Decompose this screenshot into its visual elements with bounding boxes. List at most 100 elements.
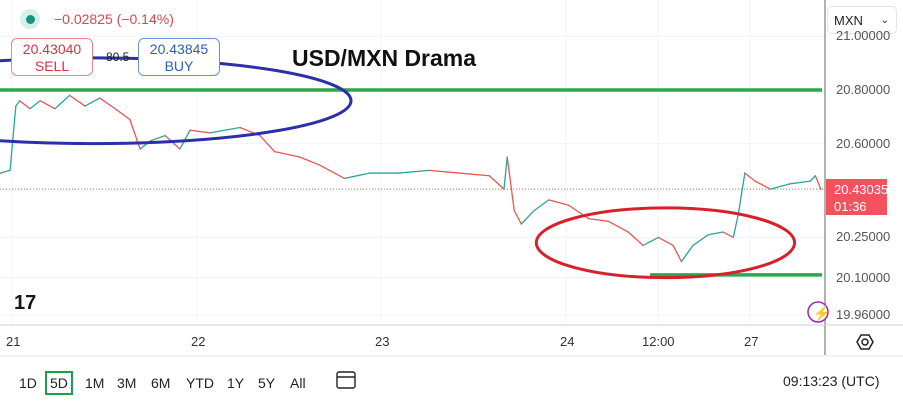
price-segment bbox=[84, 97, 101, 107]
price-point bbox=[9, 169, 11, 172]
price-point bbox=[567, 204, 570, 207]
price-segment bbox=[299, 156, 320, 166]
price-point bbox=[179, 148, 181, 150]
price-segment bbox=[732, 213, 740, 238]
price-point bbox=[29, 107, 31, 110]
price-point bbox=[239, 126, 241, 129]
current-price-label: 20.43035 01:36 bbox=[826, 179, 889, 215]
buy-button[interactable]: 20.43845 BUY bbox=[138, 38, 220, 76]
price-segment bbox=[506, 156, 515, 211]
spread: 80.5 bbox=[106, 50, 130, 64]
price-segment bbox=[809, 175, 816, 182]
price-segment bbox=[428, 169, 460, 174]
range-button-3m[interactable]: 3M bbox=[117, 375, 137, 391]
price-point bbox=[657, 236, 660, 239]
range-button-all[interactable]: All bbox=[290, 375, 306, 391]
price-point bbox=[520, 223, 523, 225]
range-button-ytd[interactable]: YTD bbox=[186, 375, 214, 391]
price-point bbox=[298, 156, 301, 158]
price-point bbox=[533, 209, 535, 212]
price-point bbox=[68, 94, 71, 97]
price-point bbox=[506, 156, 509, 158]
sell-button[interactable]: 20.43040 SELL bbox=[11, 38, 93, 76]
current-price: 20.43035 bbox=[834, 182, 889, 197]
x-tick-label: 27 bbox=[744, 334, 759, 349]
price-segment bbox=[520, 210, 535, 225]
price-point bbox=[513, 209, 516, 212]
range-button-5y[interactable]: 5Y bbox=[258, 375, 276, 391]
price-point bbox=[820, 188, 822, 190]
price-segment bbox=[722, 231, 734, 238]
price-segment bbox=[770, 183, 791, 190]
price-point bbox=[15, 105, 17, 107]
price-point bbox=[84, 105, 86, 107]
range-button-6m[interactable]: 6M bbox=[151, 375, 171, 391]
price-segment bbox=[150, 134, 166, 142]
price-point bbox=[164, 134, 166, 137]
price-segment bbox=[274, 151, 300, 158]
price-point bbox=[98, 97, 101, 99]
price-segment bbox=[344, 172, 370, 180]
price-point bbox=[627, 231, 630, 233]
chevron-down-icon: ⌄ bbox=[880, 15, 889, 26]
x-tick-label: 24 bbox=[560, 334, 575, 349]
price-point bbox=[754, 180, 756, 182]
price-point bbox=[318, 164, 321, 166]
price-point bbox=[54, 107, 56, 110]
price-segment bbox=[503, 156, 508, 190]
price-segment bbox=[398, 169, 430, 174]
red-ellipse-annotation bbox=[534, 206, 797, 280]
price-point bbox=[189, 129, 191, 131]
price-point bbox=[428, 169, 430, 172]
tradingview-logo: 17 bbox=[14, 292, 36, 314]
price-segment bbox=[69, 94, 86, 107]
price-segment bbox=[29, 100, 41, 110]
price-point bbox=[273, 150, 276, 153]
lightning-icon bbox=[807, 301, 829, 323]
price-segment bbox=[608, 220, 629, 233]
price-point bbox=[18, 99, 21, 102]
settings-icon bbox=[856, 334, 874, 350]
currency-value: MXN bbox=[834, 13, 863, 28]
buy-label: BUY bbox=[164, 58, 194, 74]
status-bar: −0.02825 (−0.14%) bbox=[20, 8, 174, 30]
price-segment bbox=[627, 231, 644, 246]
price-segment bbox=[642, 236, 659, 247]
price-change: −0.02825 (−0.14%) bbox=[54, 11, 174, 27]
range-button-1d[interactable]: 1D bbox=[19, 375, 37, 391]
settings-icon-center bbox=[861, 338, 869, 346]
range-button-5d[interactable]: 5D bbox=[45, 371, 73, 395]
price-segment bbox=[488, 175, 505, 190]
price-segment bbox=[588, 217, 609, 222]
price-segment bbox=[9, 106, 17, 171]
utc-clock[interactable]: 09:13:23 (UTC) bbox=[783, 373, 880, 389]
price-point bbox=[488, 174, 491, 177]
price-point bbox=[692, 244, 694, 247]
price-point bbox=[343, 177, 346, 180]
buy-price: 20.43845 bbox=[149, 41, 209, 57]
price-segment bbox=[459, 172, 490, 177]
price-segment bbox=[814, 175, 822, 190]
price-point bbox=[587, 217, 590, 220]
market-open-icon bbox=[20, 9, 40, 29]
x-tick-label: 12:00 bbox=[642, 334, 675, 349]
price-segment bbox=[658, 236, 674, 247]
currency-select[interactable]: MXN ⌄ bbox=[827, 6, 897, 34]
price-point bbox=[642, 244, 644, 247]
price-segment bbox=[790, 180, 811, 185]
price-segment bbox=[744, 172, 756, 182]
price-segment bbox=[114, 108, 131, 121]
price-point bbox=[814, 174, 817, 177]
price-point bbox=[0, 172, 2, 174]
y-tick-label: 19.96000 bbox=[836, 307, 891, 323]
price-segment bbox=[0, 169, 11, 174]
range-button-1y[interactable]: 1Y bbox=[227, 375, 245, 391]
price-point bbox=[680, 260, 683, 263]
price-segment bbox=[19, 100, 31, 110]
price-point bbox=[789, 183, 792, 185]
price-segment bbox=[319, 164, 345, 180]
chart-title: USD/MXN Drama bbox=[292, 45, 477, 71]
range-button-1m[interactable]: 1M bbox=[85, 375, 105, 391]
price-segment bbox=[15, 100, 21, 107]
